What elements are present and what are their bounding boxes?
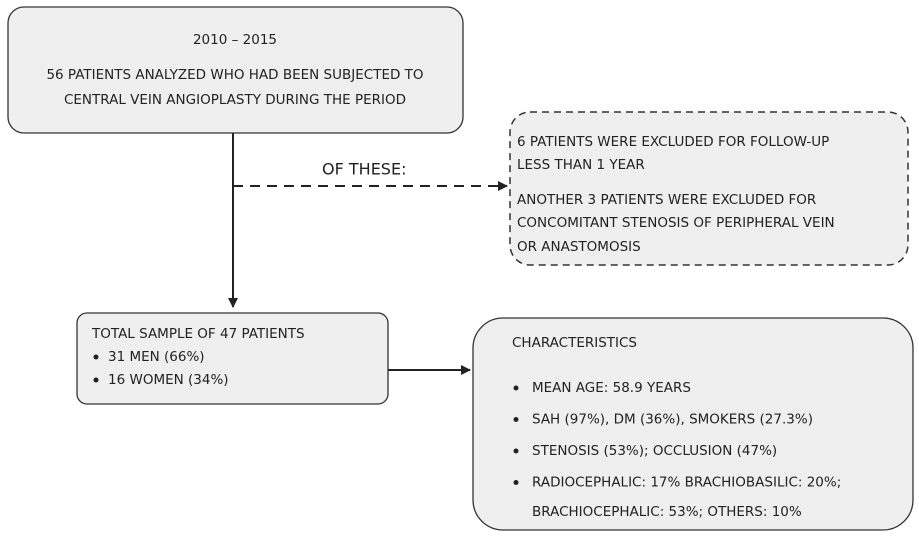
characteristics-items: MEAN AGE: 58.9 YEARS SAH (97%), DM (36%),… [513, 380, 841, 491]
characteristics-item: SAH (97%), DM (36%), SMOKERS (27.3%) [532, 412, 813, 428]
bullet [93, 354, 99, 360]
characteristics-item: MEAN AGE: 58.9 YEARS [532, 380, 691, 396]
exclusion-box [509, 111, 909, 266]
sample-box [76, 312, 389, 405]
characteristics-item: RADIOCEPHALIC: 17% BRACHIOBASILIC: 20%; [532, 475, 841, 491]
top-box [7, 6, 464, 134]
connector-label: OF THESE: [322, 160, 406, 179]
characteristics-box [472, 317, 914, 531]
top-line: CENTRAL VEIN ANGIOPLASTY DURING THE PERI… [64, 92, 406, 108]
bullet [513, 448, 519, 454]
bullet [513, 385, 519, 391]
exclusion-line: CONCOMITANT STENOSIS OF PERIPHERAL VEIN [517, 215, 835, 231]
sample-item: 31 MEN (66%) [108, 349, 205, 365]
sample-title: TOTAL SAMPLE OF 47 PATIENTS [91, 326, 305, 342]
sample-items: 31 MEN (66%) 16 WOMEN (34%) [93, 349, 229, 388]
exclusion-text: 6 PATIENTS WERE EXCLUDED FOR FOLLOW-UP LE… [517, 134, 835, 255]
bullet [513, 480, 519, 485]
exclusion-line: 6 PATIENTS WERE EXCLUDED FOR FOLLOW-UP [517, 134, 829, 150]
exclusion-line: LESS THAN 1 YEAR [517, 157, 645, 173]
bullet [513, 417, 519, 422]
bullet [93, 377, 99, 383]
characteristics-continuation: BRACHIOCEPHALIC: 53%; OTHERS: 10% [532, 504, 802, 520]
exclusion-line: OR ANASTOMOSIS [517, 239, 641, 255]
top-line: 56 PATIENTS ANALYZED WHO HAD BEEN SUBJEC… [46, 67, 423, 83]
exclusion-line: ANOTHER 3 PATIENTS WERE EXCLUDED FOR [517, 192, 816, 208]
sample-item: 16 WOMEN (34%) [108, 372, 229, 388]
period: 2010 – 2015 [193, 32, 277, 48]
characteristics-item: STENOSIS (53%); OCCLUSION (47%) [532, 443, 777, 459]
characteristics-title: CHARACTERISTICS [512, 335, 637, 351]
